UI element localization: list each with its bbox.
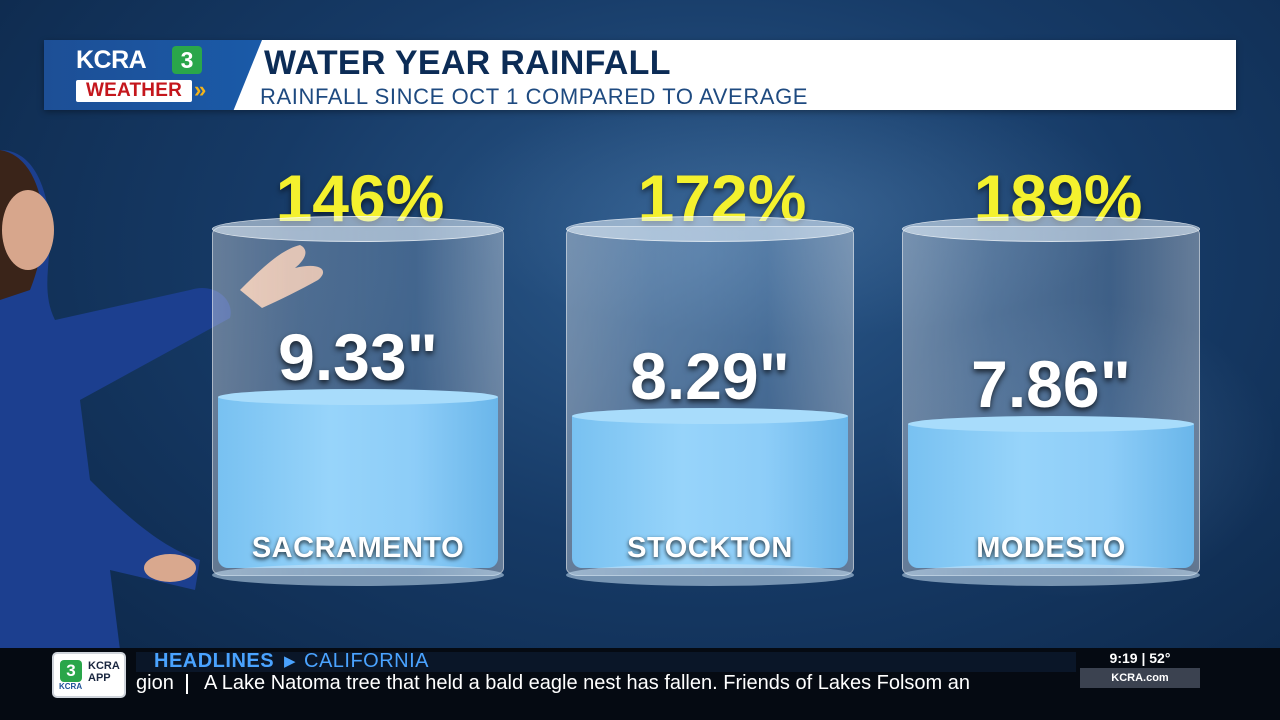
app-label-line2: APP [88,672,111,684]
headlines-bar [136,652,1076,672]
chevron-right-icon: » [194,77,207,102]
city-label: SACRAMENTO [251,532,465,564]
crawl-prefix: gion [136,672,174,694]
rainfall-value-label: 9.33" [278,320,438,394]
gauge-base [212,564,504,586]
gauge-rim [212,216,504,242]
rainfall-value-label: 8.29" [630,339,790,413]
gauge-rim [566,216,854,242]
kcra-app-badge[interactable]: 3 KCRA KCRA APP [52,652,126,698]
logo-three-badge: 3 [172,46,202,74]
headlines-category: CALIFORNIA [304,650,430,672]
time-temperature: 9:19 | 52° [1109,650,1171,666]
headline-crawl: gion A Lake Natoma tree that held a bald… [136,672,1076,698]
app-three-icon: 3 [60,660,82,682]
gauge-water-bar [572,408,848,568]
logo-kcra-text: KCRA [76,46,147,74]
rainfall-chart: 146% 9.33" SACRAMENTO 172% 8.29" STOCKTO… [212,161,1200,586]
gauge-base [566,564,854,586]
headlines-label: HEADLINES [154,650,275,672]
gauge-rim [902,216,1200,242]
logo-weather-text: WEATHER [76,80,192,102]
background-glow [440,80,1140,340]
gauge-water-bar [218,389,498,568]
kcra-weather-logo: KCRA 3 WEATHER » [44,40,262,110]
rain-gauge-cylinder: 8.29" STOCKTON [566,216,854,586]
water-surface [572,408,848,424]
app-label: KCRA APP [88,660,120,684]
rainfall-value-label: 7.86" [971,347,1131,421]
app-label-line1: KCRA [88,660,120,672]
title-banner: KCRA 3 WEATHER » WATER YEAR RAINFALL RAI… [44,40,1236,110]
crawl-headline: A Lake Natoma tree that held a bald eagl… [204,672,971,694]
water-surface [218,389,498,405]
water-surface [908,416,1194,432]
city-label: MODESTO [976,532,1126,564]
presenter-figure [0,150,324,650]
app-kcra-small-text: KCRA [59,682,83,691]
city-label: STOCKTON [627,532,793,564]
play-arrow-icon: ▶ [284,652,296,670]
gauge-base [902,564,1200,586]
page-subtitle: RAINFALL SINCE OCT 1 COMPARED TO AVERAGE [260,84,809,109]
crawl-divider [186,674,188,694]
rain-gauge-cylinder: 7.86" MODESTO [902,216,1200,586]
rain-gauge-cylinder: 9.33" SACRAMENTO [212,216,504,586]
site-url: KCRA.com [1080,668,1200,688]
gauge-water-bar [908,416,1194,568]
page-title: WATER YEAR RAINFALL [264,44,671,82]
